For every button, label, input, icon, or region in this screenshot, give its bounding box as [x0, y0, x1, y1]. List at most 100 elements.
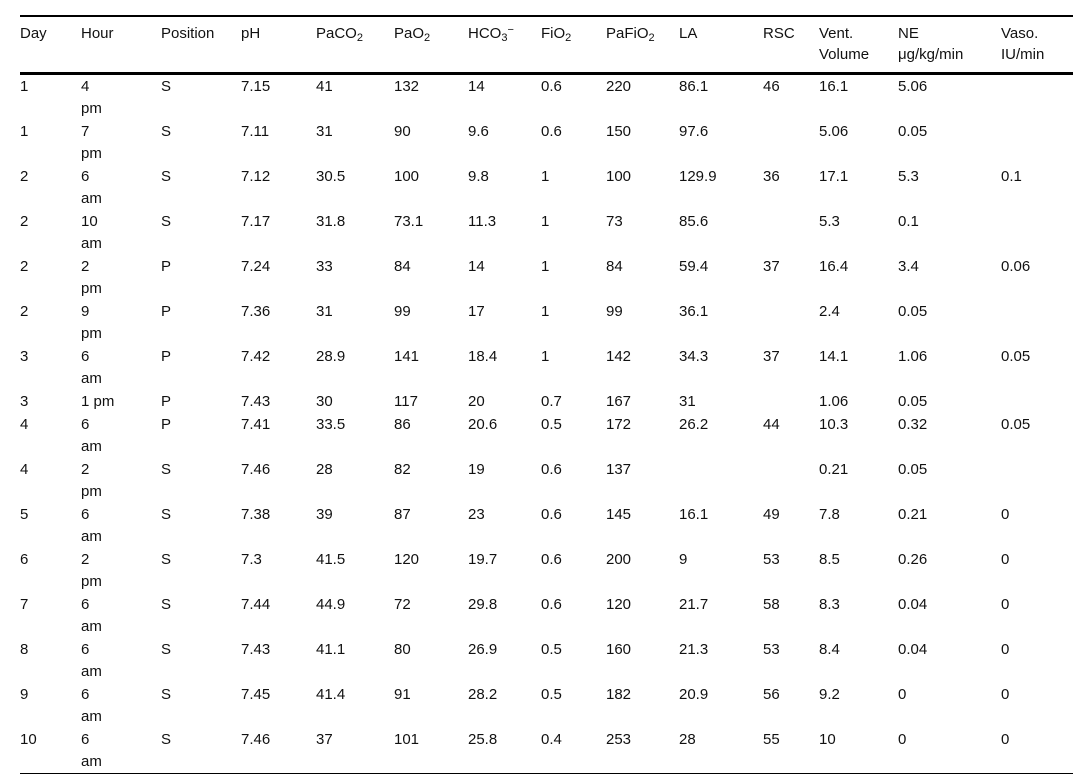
cell-ph: 7.43 [241, 393, 271, 410]
cell-ne: 0.05 [898, 461, 928, 478]
table-row: 3 1 pm P 7.43 30 117 20 0.7 167 31 1.06 0.05 [20, 390, 1073, 413]
cell-la: 59.4 [679, 258, 709, 275]
cell-ne: 0.05 [898, 123, 928, 140]
cell-la: 21.3 [679, 641, 709, 658]
cell-ph: 7.38 [241, 506, 271, 523]
cell-hour: 6 am [81, 596, 102, 635]
col-header-fio2-text: FiO [541, 25, 566, 42]
table-row: 2 6 am S 7.12 30.5 100 9.8 1 100 129.9 36 17.1 5.3 0.… [20, 165, 1073, 210]
cell-hour: 6 am [81, 686, 102, 725]
col-header-hco3-text: − [507, 24, 514, 36]
cell-pafio2: 142 [606, 348, 632, 365]
cell-vent-volume: 14.1 [819, 348, 849, 365]
cell-rsc: 58 [763, 596, 780, 613]
cell-rsc [763, 210, 819, 255]
cell-fio2: 1 [541, 348, 550, 365]
cell-hour: 1 pm [81, 393, 115, 410]
cell-pao2: 86 [394, 416, 411, 433]
cell-hco3: 20.6 [468, 416, 498, 433]
cell-pao2: 141 [394, 348, 420, 365]
cell-vent-volume: 8.3 [819, 596, 840, 613]
cell-day: 3 [20, 393, 29, 410]
cell-paco2: 28.9 [316, 348, 346, 365]
cell-ph: 7.46 [241, 731, 271, 748]
cell-day: 2 [20, 258, 29, 275]
cell-ph: 7.43 [241, 641, 271, 658]
cell-pafio2: 200 [606, 551, 632, 568]
table-header: Day Hour Position pH PaCO2 PaO2 HCO3− FiO2 PaFiO… [20, 16, 1073, 75]
cell-fio2: 1 [541, 213, 550, 230]
cell-la: 36.1 [679, 303, 709, 320]
cell-la: 97.6 [679, 123, 709, 140]
cell-la: 9 [679, 551, 688, 568]
cell-hco3: 9.6 [468, 123, 489, 140]
col-header-fio2: FiO2 [541, 16, 606, 75]
cell-ph: 7.17 [241, 213, 271, 230]
cell-position: S [161, 461, 172, 478]
cell-vent-volume: 10.3 [819, 416, 849, 433]
table-row: 5 6 am S 7.38 39 87 23 0.6 145 16.1 49 7.8 0.21 0 [20, 503, 1073, 548]
cell-ph: 7.15 [241, 78, 271, 95]
cell-paco2: 30 [316, 393, 333, 410]
cell-rsc: 53 [763, 551, 780, 568]
cell-fio2: 0.4 [541, 731, 562, 748]
cell-pafio2: 145 [606, 506, 632, 523]
cell-vaso [1001, 74, 1073, 121]
cell-hco3: 28.2 [468, 686, 498, 703]
cell-vaso: 0 [1001, 596, 1010, 613]
cell-la: 129.9 [679, 168, 717, 185]
cell-hour: 2 pm [81, 258, 102, 297]
cell-vent-volume: 7.8 [819, 506, 840, 523]
col-header-day-text: Day [20, 25, 47, 42]
cell-pao2: 132 [394, 78, 420, 95]
cell-position: S [161, 168, 172, 185]
cell-hour: 10 am [81, 213, 102, 252]
col-header-pafio2-text: 2 [648, 32, 655, 44]
cell-vaso: 0.06 [1001, 258, 1031, 275]
cell-ne: 0.05 [898, 393, 928, 410]
cell-hour: 6 am [81, 348, 102, 387]
cell-pafio2: 150 [606, 123, 632, 140]
cell-paco2: 41.5 [316, 551, 346, 568]
cell-day: 4 [20, 461, 29, 478]
cell-ne: 0.21 [898, 506, 928, 523]
cell-hour: 4 pm [81, 78, 102, 117]
cell-pafio2: 253 [606, 731, 632, 748]
cell-pao2: 100 [394, 168, 420, 185]
cell-la: 31 [679, 393, 696, 410]
cell-position: P [161, 348, 172, 365]
table-row: 2 9 pm P 7.36 31 99 17 1 99 36.1 2.4 0.05 [20, 300, 1073, 345]
table-row: 10 6 am S 7.46 37 101 25.8 0.4 253 28 55 10 0 0 [20, 728, 1073, 774]
cell-pao2: 90 [394, 123, 411, 140]
cell-fio2: 0.6 [541, 596, 562, 613]
cell-paco2: 33.5 [316, 416, 346, 433]
table-container: Day Hour Position pH PaCO2 PaO2 HCO3− FiO2 PaFiO… [20, 15, 1073, 774]
cell-vaso [1001, 300, 1073, 345]
cell-hco3: 19 [468, 461, 485, 478]
cell-position: S [161, 596, 172, 613]
cell-vaso: 0 [1001, 731, 1010, 748]
cell-position: S [161, 213, 172, 230]
cell-hour: 6 am [81, 731, 102, 770]
cell-pao2: 91 [394, 686, 411, 703]
cell-vent-volume: 5.06 [819, 123, 849, 140]
cell-pao2: 72 [394, 596, 411, 613]
cell-vent-volume: 10 [819, 731, 836, 748]
col-header-fio2-text: 2 [565, 32, 572, 44]
cell-rsc [763, 120, 819, 165]
cell-day: 8 [20, 641, 29, 658]
cell-rsc: 44 [763, 416, 780, 433]
cell-paco2: 37 [316, 731, 333, 748]
cell-vent-volume: 9.2 [819, 686, 840, 703]
cell-la: 86.1 [679, 78, 709, 95]
col-header-paco2-text: PaCO [316, 25, 357, 42]
cell-ne: 5.3 [898, 168, 919, 185]
table-row: 2 2 pm P 7.24 33 84 14 1 84 59.4 37 16.4 3.4 0.06 [20, 255, 1073, 300]
cell-paco2: 41 [316, 78, 333, 95]
cell-hco3: 18.4 [468, 348, 498, 365]
cell-vent-volume: 16.1 [819, 78, 849, 95]
cell-rsc: 36 [763, 168, 780, 185]
cell-pao2: 101 [394, 731, 420, 748]
col-header-vent-volume-text: Vent. Volume [819, 25, 870, 63]
cell-paco2: 31 [316, 303, 333, 320]
